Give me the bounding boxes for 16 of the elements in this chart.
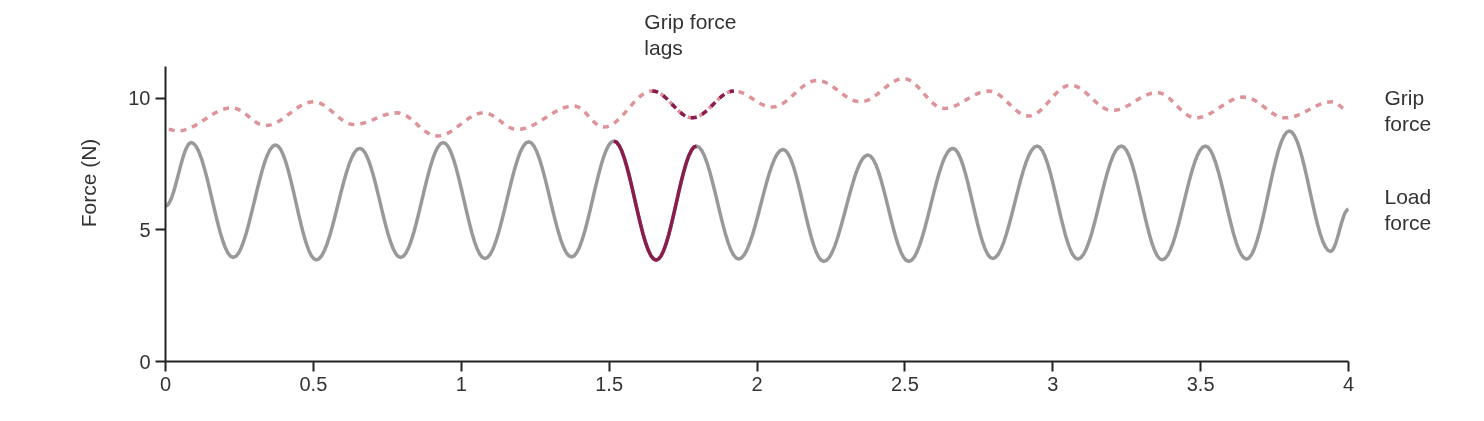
y-tick-label: 0 (139, 350, 151, 373)
x-tick-label: 3.5 (1186, 372, 1215, 395)
series-label: Load force (1384, 184, 1432, 234)
series-label: Grip force (1384, 85, 1432, 135)
x-tick-label: 2 (751, 372, 763, 395)
x-tick-label: 0.5 (299, 372, 328, 395)
x-tick-label: 2.5 (890, 372, 919, 395)
x-tick-label: 0 (159, 372, 172, 395)
y-axis-title: Force (N) (77, 138, 101, 228)
x-tick-label: 1 (455, 372, 467, 395)
y-tick-label: 5 (139, 218, 151, 241)
x-tick-label: 3 (1047, 372, 1059, 395)
text: Grip force lags (644, 9, 737, 59)
x-tick-label: 1.5 (595, 372, 624, 395)
y-tick-label: 10 (128, 87, 151, 110)
x-tick-label: 4 (1342, 372, 1355, 395)
